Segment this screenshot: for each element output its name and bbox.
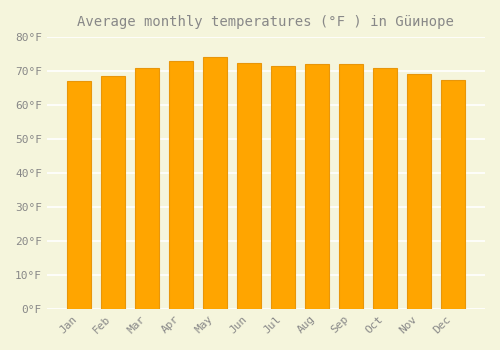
Bar bbox=[237, 63, 261, 309]
Bar bbox=[305, 64, 329, 309]
Bar bbox=[373, 68, 397, 309]
Bar bbox=[407, 75, 431, 309]
Bar bbox=[203, 57, 227, 309]
Bar bbox=[271, 66, 295, 309]
Bar bbox=[101, 76, 124, 309]
Bar bbox=[67, 81, 90, 309]
Bar bbox=[339, 64, 363, 309]
Bar bbox=[135, 68, 158, 309]
Bar bbox=[169, 61, 192, 309]
Bar bbox=[442, 79, 465, 309]
Title: Average monthly temperatures (°F ) in Güинope: Average monthly temperatures (°F ) in Gü… bbox=[78, 15, 454, 29]
